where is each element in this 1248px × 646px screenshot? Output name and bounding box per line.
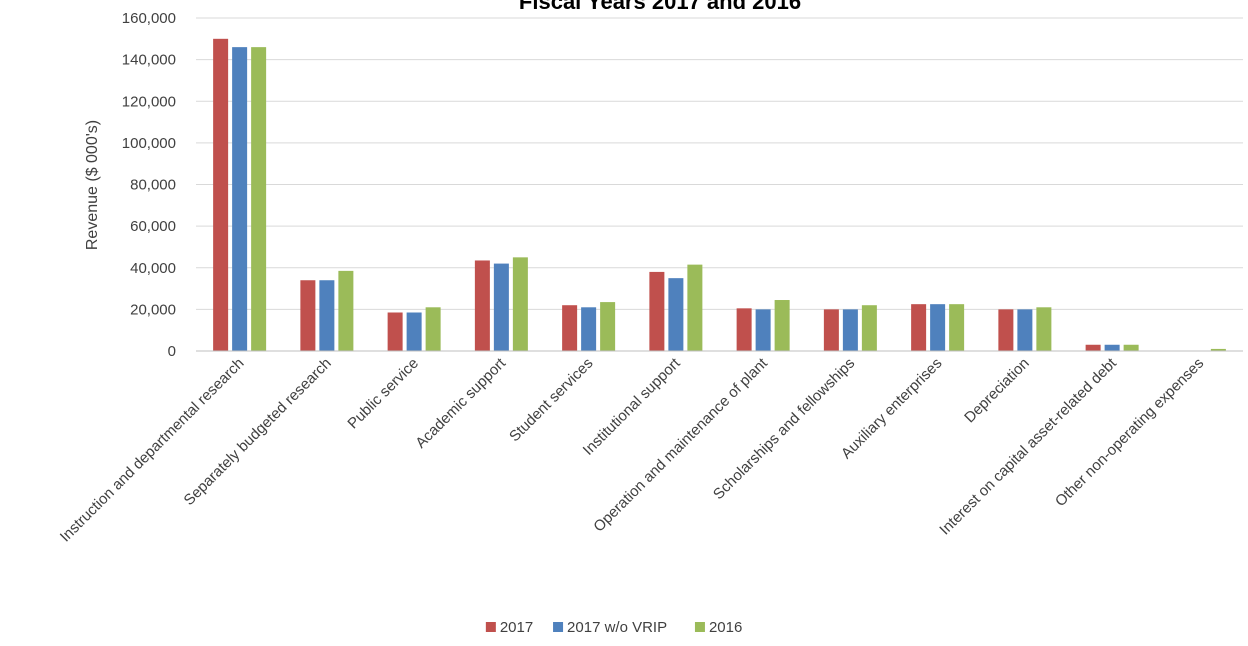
bar xyxy=(1210,348,1226,351)
legend-label: 2016 xyxy=(709,619,742,636)
bar xyxy=(649,271,665,351)
y-tick-label: 0 xyxy=(168,343,176,360)
legend-label: 2017 xyxy=(500,619,533,636)
x-category-label: Public service xyxy=(344,355,421,432)
bar xyxy=(861,305,877,351)
y-tick-label: 60,000 xyxy=(130,218,176,235)
x-category-label: Scholarships and fellowships xyxy=(710,355,858,503)
bar xyxy=(232,47,248,351)
bar xyxy=(755,309,771,351)
y-tick-label: 80,000 xyxy=(130,177,176,194)
legend-swatch xyxy=(485,622,496,632)
y-axis-ticks: 0 20,000 40,000 60,000 80,000 100,000 120,000 1… xyxy=(122,10,176,360)
bar xyxy=(581,307,597,351)
bar xyxy=(1085,344,1101,351)
bar xyxy=(474,260,490,351)
bars xyxy=(213,38,1226,351)
bar xyxy=(406,312,422,351)
bar xyxy=(911,304,927,351)
bar xyxy=(338,270,354,351)
y-tick-label: 20,000 xyxy=(130,301,176,318)
x-category-label: Institutional support xyxy=(580,354,685,459)
bar xyxy=(1036,307,1052,351)
x-category-label: Student services xyxy=(506,355,596,445)
y-tick-label: 160,000 xyxy=(122,10,176,27)
bar xyxy=(930,304,946,351)
legend-swatch xyxy=(694,622,705,632)
legend-label: 2017 w/o VRIP xyxy=(567,619,667,636)
y-tick-label: 140,000 xyxy=(122,52,176,69)
bar xyxy=(512,257,528,351)
bar xyxy=(251,47,267,351)
bar xyxy=(1123,344,1139,351)
x-category-label: Operation and maintenance of plant xyxy=(590,354,771,535)
bar xyxy=(562,305,578,351)
bar xyxy=(687,264,703,351)
bar xyxy=(668,278,684,351)
legend: 2017 2017 w/o VRIP 2016 xyxy=(485,619,742,636)
x-category-label: Interest on capital asset-related debt xyxy=(936,354,1120,538)
gridlines xyxy=(196,17,1243,310)
y-tick-label: 40,000 xyxy=(130,260,176,277)
bar xyxy=(774,300,790,351)
x-category-label: Instruction and departmental research xyxy=(57,355,248,546)
x-category-label: Separately budgeted research xyxy=(181,355,335,509)
bar xyxy=(842,309,858,351)
x-category-label: Other non-operating expenses xyxy=(1052,355,1207,510)
x-axis-categories: Instruction and departmental researchSep… xyxy=(57,354,1207,545)
bar xyxy=(736,308,752,351)
bar xyxy=(1017,309,1033,351)
chart-title: Fiscal Years 2017 and 2016 xyxy=(519,0,801,14)
y-tick-label: 100,000 xyxy=(122,135,176,152)
bar xyxy=(600,302,616,351)
bar xyxy=(823,309,839,351)
bar xyxy=(1104,344,1120,351)
legend-swatch xyxy=(553,622,564,632)
bar xyxy=(319,280,335,351)
x-category-label: Depreciation xyxy=(961,355,1033,427)
bar xyxy=(387,312,403,351)
bar xyxy=(493,263,509,351)
x-category-label: Academic support xyxy=(412,354,510,452)
bar xyxy=(998,309,1014,351)
bar xyxy=(425,307,441,351)
y-axis-label: Revenue ($ 000's) xyxy=(84,120,101,250)
y-tick-label: 120,000 xyxy=(122,93,176,110)
bar xyxy=(300,280,316,351)
bar xyxy=(949,304,965,351)
bar xyxy=(213,38,229,351)
